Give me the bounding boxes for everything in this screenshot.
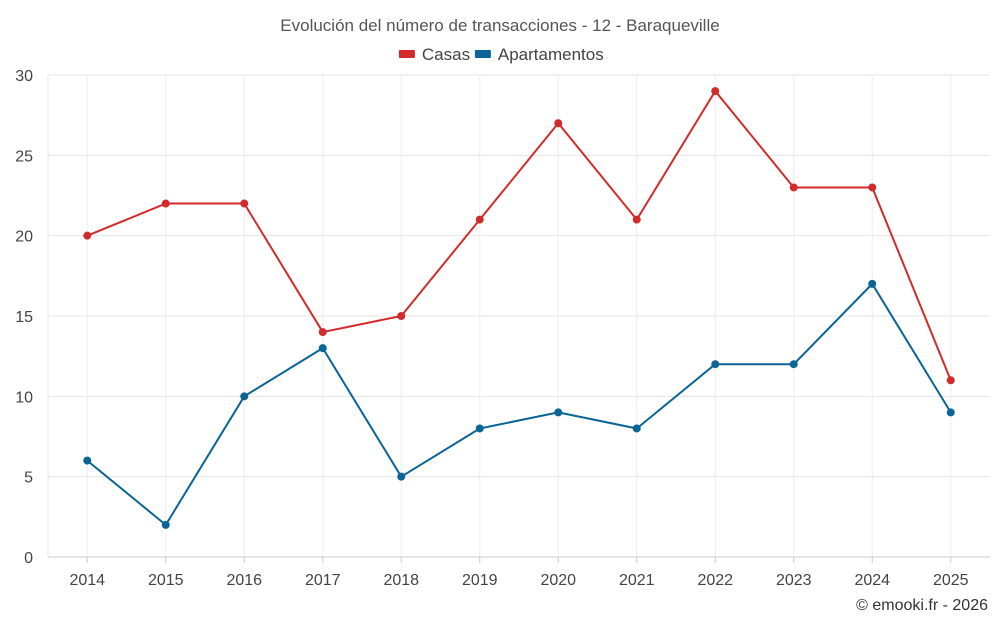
y-tick-label: 5	[24, 470, 33, 487]
y-tick-label: 15	[15, 309, 33, 326]
x-tick-label: 2017	[305, 572, 341, 589]
data-point-apartamentos	[554, 408, 563, 417]
data-point-apartamentos	[711, 360, 720, 369]
x-tick-label: 2022	[697, 572, 733, 589]
x-tick-label: 2021	[619, 572, 655, 589]
y-tick-label: 10	[15, 389, 33, 406]
chart-title: Evolución del número de transacciones - …	[280, 16, 719, 35]
data-point-casas	[868, 183, 877, 192]
y-tick-label: 0	[24, 550, 33, 567]
data-point-apartamentos	[161, 520, 170, 529]
x-tick-label: 2014	[69, 572, 105, 589]
y-tick-label: 30	[15, 68, 33, 85]
data-point-apartamentos	[632, 424, 641, 433]
data-point-apartamentos	[868, 279, 877, 288]
data-point-casas	[475, 215, 484, 224]
legend-swatch-casas	[398, 50, 415, 58]
legend-swatch-apartamentos	[474, 50, 491, 58]
y-tick-label: 25	[15, 148, 33, 165]
y-tick-label: 20	[15, 229, 33, 246]
grid	[48, 74, 990, 558]
legend-label-casas: Casas	[422, 45, 470, 64]
x-tick-label: 2023	[776, 572, 812, 589]
x-tick-label: 2025	[933, 572, 969, 589]
legend-label-apartamentos: Apartamentos	[498, 45, 604, 64]
data-point-apartamentos	[240, 392, 249, 401]
data-point-casas	[240, 199, 249, 208]
data-point-casas	[632, 215, 641, 224]
y-axis: 0 5 10 15 20 25 30	[15, 68, 49, 567]
data-point-apartamentos	[83, 456, 92, 465]
x-axis: 2014 2015 2016 2017 2018 2019 2020 2021 2022 2023…	[48, 556, 990, 589]
x-tick-label: 2016	[226, 572, 262, 589]
x-tick-label: 2019	[462, 572, 498, 589]
series-layer	[83, 87, 955, 529]
legend: Casas Apartamentos	[398, 45, 604, 64]
chart-credit: © emooki.fr - 2026	[856, 597, 988, 614]
data-point-apartamentos	[789, 360, 798, 369]
series-line-apartamentos	[86, 282, 952, 526]
x-tick-label: 2024	[854, 572, 890, 589]
series-line-casas	[86, 90, 952, 381]
data-point-apartamentos	[475, 424, 484, 433]
data-point-casas	[554, 119, 563, 128]
data-point-casas	[946, 376, 955, 385]
data-point-casas	[397, 312, 406, 320]
x-tick-label: 2018	[383, 572, 419, 589]
data-point-casas	[83, 231, 92, 240]
data-point-casas	[161, 199, 170, 208]
data-point-apartamentos	[397, 472, 406, 481]
data-point-apartamentos	[318, 344, 327, 353]
data-point-casas	[789, 183, 798, 192]
data-point-apartamentos	[946, 408, 955, 417]
data-point-casas	[318, 328, 327, 337]
x-tick-label: 2020	[540, 572, 576, 589]
x-tick-label: 2015	[148, 572, 184, 589]
data-point-casas	[711, 87, 720, 96]
